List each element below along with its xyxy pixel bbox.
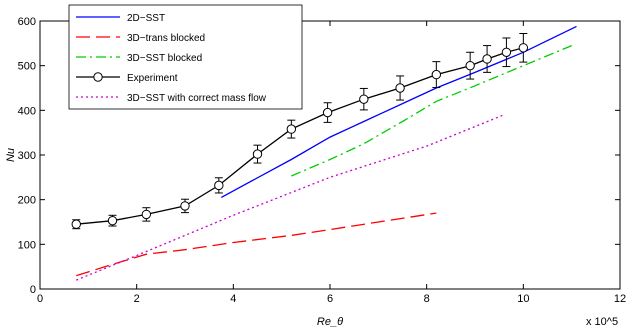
data-point <box>501 47 512 57</box>
x-tick-label: 8 <box>424 293 430 305</box>
y-axis-label: Nu <box>5 148 17 162</box>
data-point <box>71 219 81 229</box>
data-point <box>180 201 190 211</box>
data-point <box>359 94 369 104</box>
y-tick-label: 100 <box>18 239 36 251</box>
series-line-2 <box>291 44 572 177</box>
x-tick-label: 12 <box>614 293 626 305</box>
legend-label-3: Experiment <box>127 73 178 84</box>
y-tick-label: 400 <box>18 105 36 117</box>
x-tick-label: 4 <box>230 293 236 305</box>
data-point <box>465 60 475 71</box>
data-point <box>141 209 152 220</box>
series-line-0 <box>220 25 577 198</box>
x-tick-label: 10 <box>517 293 529 305</box>
x-axis-multiplier: x 10^5 <box>586 316 618 328</box>
x-tick-label: 2 <box>134 293 140 305</box>
data-point <box>107 215 118 226</box>
legend-box <box>68 4 303 110</box>
y-tick-label: 0 <box>30 284 36 296</box>
data-point <box>286 124 297 134</box>
x-axis-label: Re_θ <box>317 316 343 328</box>
y-tick-label: 600 <box>18 16 36 28</box>
legend-label-1: 3D−trans blocked <box>127 33 205 44</box>
y-tick-label: 300 <box>18 150 36 162</box>
data-point <box>322 107 333 118</box>
data-point <box>482 54 492 64</box>
data-point <box>252 149 263 159</box>
series-line-4 <box>76 114 505 281</box>
legend-label-2: 3D−SST blocked <box>127 53 202 64</box>
x-tick-label: 0 <box>37 293 43 305</box>
axis-ticks: 0 2 4 6 8 10 12 0 100 200 300 400 500 600 <box>18 16 626 305</box>
x-tick-label: 6 <box>327 293 333 305</box>
data-point <box>518 43 529 53</box>
legend: 2D−SST 3D−trans blocked 3D−SST blocked Expe… <box>68 4 303 110</box>
data-point <box>395 83 405 93</box>
series-layer <box>71 25 577 281</box>
data-point <box>431 69 442 80</box>
y-tick-label: 500 <box>18 61 36 73</box>
legend-label-4: 3D−SST with correct mass flow <box>127 93 267 104</box>
data-point <box>214 180 224 191</box>
y-tick-label: 200 <box>18 195 36 207</box>
legend-label-0: 2D−SST <box>127 13 165 24</box>
legend-marker <box>93 72 103 82</box>
